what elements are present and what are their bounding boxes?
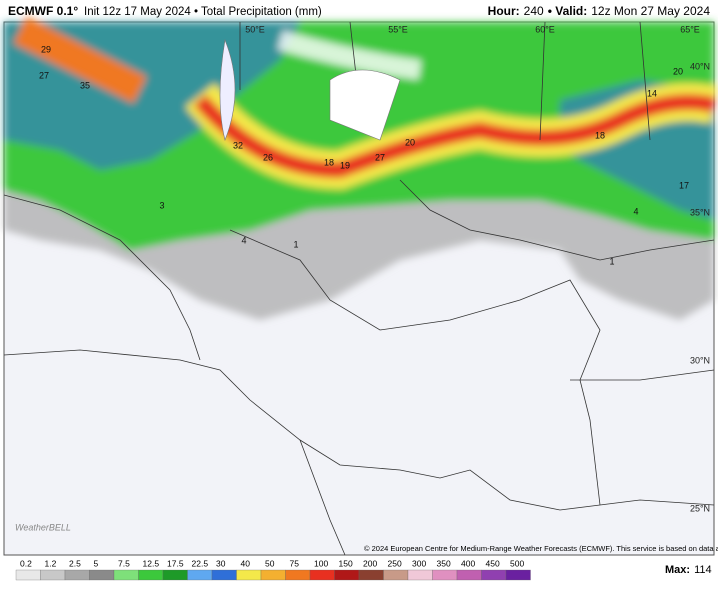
colorbar-swatch [260,569,286,581]
grid-label: 50°E [245,24,265,34]
precip-label: 20 [673,66,683,76]
water [219,38,401,141]
init-title: Init 12z 17 May 2024 • Total Precipitati… [84,6,322,18]
colorbar-swatch [505,569,531,581]
max-number: 114 [694,564,712,576]
model-name: ECMWF 0.1° [8,4,78,18]
precip-label: 17 [679,180,689,190]
grid-label: 40°N [690,61,710,71]
colorbar-swatch [15,569,41,581]
colorbar-label: 75 [290,558,300,568]
precip-label: 1 [293,239,298,249]
colorbar-label: 350 [437,558,451,568]
precip-label: 35 [80,80,90,90]
colorbar-label: 40 [241,558,251,568]
colorbar-label: 300 [412,558,426,568]
colorbar-label: 2.5 [69,558,81,568]
colorbar-swatch [162,569,188,581]
colorbar-swatch [89,569,115,581]
colorbar-label: 1.2 [45,558,57,568]
colorbar-label: 250 [388,558,402,568]
colorbar-swatch [481,569,507,581]
logo: WeatherBELL [15,522,71,532]
header-part: 12z Mon 27 May 2024 [591,4,710,18]
grid-label: 60°E [535,24,555,34]
colorbar-swatch [285,569,311,581]
grid-label: 30°N [690,355,710,365]
colorbar-label: 7.5 [118,558,130,568]
colorbar-label: 200 [363,558,377,568]
borders [3,21,715,556]
colorbar-swatch [358,569,384,581]
grid-label: 35°N [690,207,710,217]
colorbar-swatch [383,569,409,581]
precip-label: 32 [233,140,243,150]
header-part: Hour: [488,4,520,18]
colorbar-label: 0.2 [20,558,32,568]
precip-label: 29 [41,44,51,54]
precip-label: 18 [324,157,334,167]
header-part: 240 [524,4,544,18]
colorbar-swatch [138,569,164,581]
colorbar-swatch [64,569,90,581]
precip-label: 14 [647,88,657,98]
precip-field [4,16,718,320]
copyright: © 2024 European Centre for Medium-Range … [364,544,718,553]
precip-label: 3 [159,200,164,210]
precip-label: 1 [609,256,614,266]
precip-label: 18 [595,130,605,140]
colorbar-label: 17.5 [167,558,184,568]
colorbar-label: 50 [265,558,275,568]
grid-label: 55°E [388,24,408,34]
precip-label: 26 [263,152,273,162]
colorbar-swatch [187,569,213,581]
header-part: • Valid: [548,4,588,18]
colorbar-swatch [113,569,139,581]
max-value: Max: 114 [665,564,712,576]
valid-header: Hour: 240 • Valid: 12z Mon 27 May 2024 [488,4,711,18]
colorbar-label: 150 [339,558,353,568]
colorbar: 0.2 1.2 2.5 5 7.5 12.5 17.5 22.5 30 40 50 75 100 150 2… [15,558,712,581]
grid-label: 65°E [680,24,700,34]
colorbar-swatch [236,569,262,581]
colorbar-label: 22.5 [192,558,209,568]
precip-label: 20 [405,137,415,147]
colorbar-swatch [211,569,237,581]
precip-label: 27 [39,70,49,80]
colorbar-swatch [432,569,458,581]
colorbar-label: 450 [486,558,500,568]
colorbar-swatch [309,569,335,581]
colorbar-swatch [456,569,482,581]
colorbar-swatch [407,569,433,581]
grid-label: 25°N [690,503,710,513]
colorbar-swatch [40,569,66,581]
colorbar-label: 400 [461,558,475,568]
colorbar-swatch [334,569,360,581]
colorbar-label: 100 [314,558,328,568]
precip-label: 4 [241,235,246,245]
colorbar-label: 500 [510,558,524,568]
colorbar-label: 5 [94,558,99,568]
precip-label: 4 [633,206,638,216]
precip-label: 19 [340,160,350,170]
colorbar-label: 30 [216,558,226,568]
colorbar-label: 12.5 [143,558,160,568]
max-label: Max: [665,564,690,576]
precip-label: 27 [375,152,385,162]
map [3,16,718,556]
